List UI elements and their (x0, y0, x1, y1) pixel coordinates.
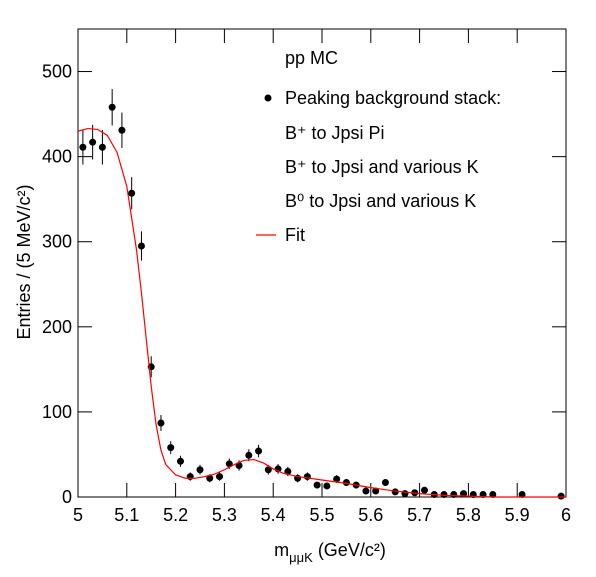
y-tick-label: 200 (42, 317, 72, 337)
data-point (206, 474, 214, 482)
data-point (216, 473, 224, 481)
data-point (333, 475, 341, 483)
data-point (372, 487, 380, 495)
data-point (137, 242, 145, 250)
y-tick-label: 0 (62, 487, 72, 507)
data-point (255, 447, 263, 455)
data-point (108, 103, 116, 111)
data-point (420, 486, 428, 494)
data-point (362, 487, 370, 495)
data-point (167, 444, 175, 452)
y-axis-label: Entries / (5 MeV/c²) (14, 184, 34, 339)
data-point (313, 481, 321, 489)
legend-note: B⁰ to Jpsi and various K (285, 191, 476, 211)
data-point (128, 189, 136, 197)
data-point (381, 479, 389, 487)
data-point (303, 473, 311, 481)
data-point (264, 466, 272, 474)
data-point (557, 492, 565, 500)
data-point (98, 143, 106, 151)
legend-label: Peaking background stack: (285, 88, 501, 108)
x-tick-label: 5.3 (212, 505, 237, 525)
legend-label: Fit (285, 225, 305, 245)
data-point (450, 490, 458, 498)
x-tick-label: 5.9 (505, 505, 530, 525)
x-tick-label: 5.2 (163, 505, 188, 525)
x-tick-label: 5.7 (407, 505, 432, 525)
x-tick-label: 5.4 (261, 505, 286, 525)
x-axis-label: mμμK (GeV/c²) (274, 540, 386, 565)
data-point (157, 419, 165, 427)
y-tick-label: 500 (42, 62, 72, 82)
data-point (196, 466, 204, 474)
x-label-sub: μμK (289, 550, 313, 565)
legend-note: B⁺ to Jpsi and various K (285, 157, 479, 177)
legend-note: B⁺ to Jpsi Pi (285, 123, 385, 143)
data-point (391, 488, 399, 496)
x-tick-label: 5 (73, 505, 83, 525)
data-point (489, 490, 497, 498)
x-label-rest: (GeV/c²) (313, 540, 386, 560)
y-tick-label: 400 (42, 147, 72, 167)
data-point (186, 473, 194, 481)
data-point (118, 126, 126, 134)
x-tick-label: 6 (561, 505, 571, 525)
x-label-main: m (274, 540, 289, 560)
data-point (401, 490, 409, 498)
x-tick-label: 5.1 (114, 505, 139, 525)
data-point (79, 143, 87, 151)
data-point (245, 451, 253, 459)
data-point (518, 490, 526, 498)
data-point (176, 457, 184, 465)
data-point (440, 490, 448, 498)
data-point (89, 138, 97, 146)
x-tick-label: 5.8 (456, 505, 481, 525)
annotation: pp MC (285, 48, 338, 68)
data-point (225, 460, 233, 468)
y-tick-label: 300 (42, 232, 72, 252)
x-tick-label: 5.6 (358, 505, 383, 525)
legend-marker (264, 94, 272, 102)
data-point (323, 482, 331, 490)
data-point (284, 467, 292, 475)
x-tick-label: 5.5 (309, 505, 334, 525)
y-tick-label: 100 (42, 402, 72, 422)
fit-line (77, 127, 566, 498)
